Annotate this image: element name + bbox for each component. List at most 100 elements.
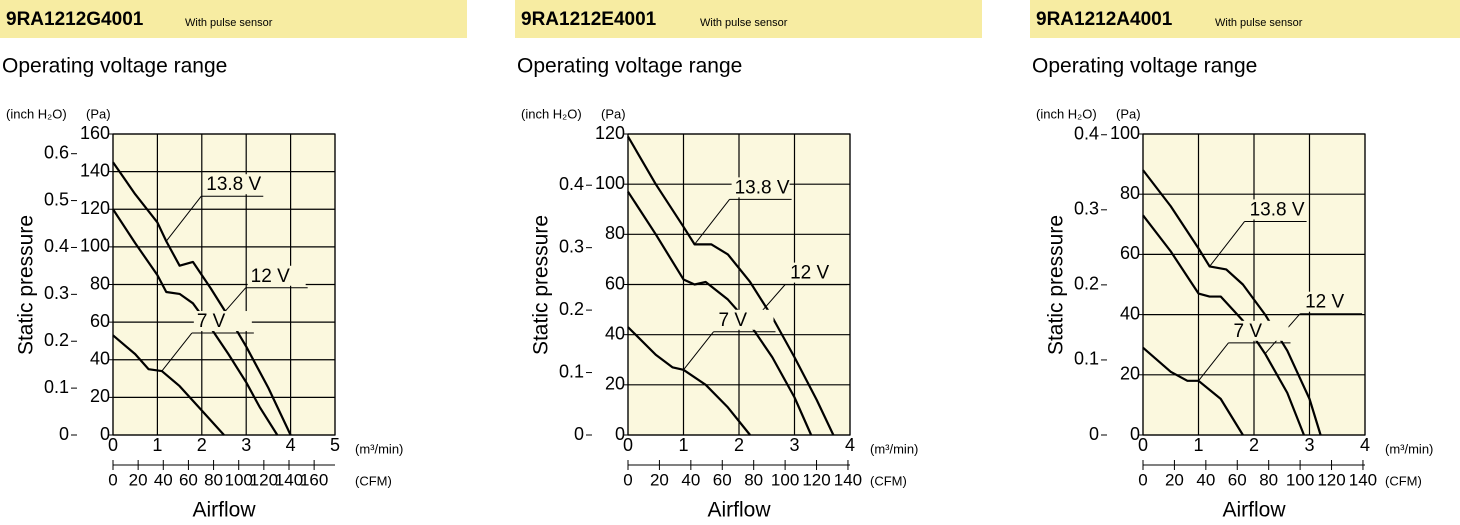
x2-unit: (CFM) [870,473,907,488]
series-label: 7 V [719,310,748,331]
y2-tick-label: 0 [574,424,584,444]
curve [112,334,225,436]
label-bg [247,265,306,286]
y-tick-label: 80 [90,273,110,293]
x2-unit: (CFM) [1385,473,1422,488]
chart-subtitle: With pulse sensor [1215,17,1303,29]
y-tick-label: 120 [80,198,110,218]
x-axis-title: Airflow [192,499,256,522]
curve [1142,214,1305,436]
x-tick-label: 2 [197,435,207,455]
leader-line [165,195,202,242]
x-tick-label: 1 [1193,435,1203,455]
x2-tick-label: 40 [154,470,173,489]
y-tick-label: 40 [90,349,110,369]
x2-tick-label: 60 [713,470,732,489]
plot-border [627,133,851,436]
x2-tick-label: 20 [650,470,669,489]
y2-tick-label: 0.2 [1074,274,1099,294]
label-bg [787,262,846,283]
x2-tick-label: 80 [744,470,763,489]
x2-tick-label: 120 [1317,470,1345,489]
x2-tick-label: 120 [802,470,830,489]
x2-tick-label: 20 [129,470,148,489]
y-tick-label: 20 [90,386,110,406]
x-tick-label: 3 [241,435,251,455]
y2-tick-label: 0.1 [559,361,584,381]
y-tick-label: 40 [605,323,625,343]
y2-unit: (inch H₂O) [1036,106,1097,121]
x2-tick-label: 0 [623,470,632,489]
chart-subtitle: With pulse sensor [185,17,273,29]
y2-tick-label: 0 [59,424,69,444]
x-unit: (m³/min) [355,441,403,456]
y-tick-label: 140 [80,160,110,180]
y2-tick-label: 0.5 [44,189,69,209]
label-bg [203,174,262,195]
x-tick-label: 2 [1249,435,1259,455]
x2-tick-label: 120 [250,470,278,489]
x2-tick-label: 20 [1165,470,1184,489]
label-bg [1246,199,1305,220]
x2-tick-label: 80 [204,470,223,489]
x-tick-label: 3 [789,435,799,455]
y2-tick-label: 0.4 [559,174,584,194]
chart-subtitle: With pulse sensor [700,17,788,29]
y-axis-title: Static pressure [530,215,553,355]
chart-title: 9RA1212G4001 [6,9,144,30]
label-bg [731,177,790,198]
y2-tick-label: 0.2 [559,299,584,319]
heading: Operating voltage range [2,55,227,78]
x2-tick-label: 40 [1196,470,1215,489]
header-bar [0,0,467,38]
x-axis-title: Airflow [1222,499,1286,522]
x2-tick-label: 80 [1259,470,1278,489]
label-bg [1302,291,1361,312]
x-tick-label: 1 [152,435,162,455]
chart-title: 9RA1212A4001 [1036,9,1173,30]
series-label: 13.8 V [735,177,790,198]
y2-tick-label: 0.6 [44,142,69,162]
chart-panel: 9RA1212G4001 With pulse sensor Operating v… [0,0,467,522]
curve [627,191,813,436]
series-label: 13.8 V [206,174,261,195]
leader-line [694,199,730,245]
series-label: 12 V [251,266,290,287]
curve [627,135,835,436]
x2-tick-label: 140 [1349,470,1377,489]
x2-tick-label: 140 [834,470,862,489]
chart-panel: 9RA1212A4001 With pulse sensor Operating v… [1030,0,1460,522]
y-tick-label: 60 [90,311,110,331]
series-label: 7 V [197,311,226,332]
curve [112,208,279,436]
y-unit: (Pa) [1116,106,1141,121]
y-tick-label: 60 [1120,243,1140,263]
y-tick-label: 0 [1130,424,1140,444]
curve [112,161,292,436]
y-tick-label: 120 [595,123,625,143]
y-tick-label: 0 [100,424,110,444]
y2-tick-label: 0.3 [559,236,584,256]
y-unit: (Pa) [601,106,626,121]
x-tick-label: 1 [678,435,688,455]
x-tick-label: 0 [108,435,118,455]
x-tick-label: 2 [734,435,744,455]
x-tick-label: 4 [1360,435,1370,455]
x2-tick-label: 100 [771,470,799,489]
x-tick-label: 4 [286,435,296,455]
y-tick-label: 20 [1120,364,1140,384]
x2-tick-label: 60 [1228,470,1247,489]
y-tick-label: 80 [605,223,625,243]
chart-title: 9RA1212E4001 [521,9,657,30]
y-tick-label: 100 [1110,123,1140,143]
x2-tick-label: 0 [108,470,117,489]
y-tick-label: 20 [605,374,625,394]
y-tick-label: 60 [605,273,625,293]
y-tick-label: 0 [615,424,625,444]
x-tick-label: 0 [1138,435,1148,455]
series-label: 7 V [1234,321,1263,342]
label-bg [1230,320,1289,341]
x-unit: (m³/min) [870,441,918,456]
y2-unit: (inch H₂O) [6,106,67,121]
heading: Operating voltage range [1032,55,1257,78]
